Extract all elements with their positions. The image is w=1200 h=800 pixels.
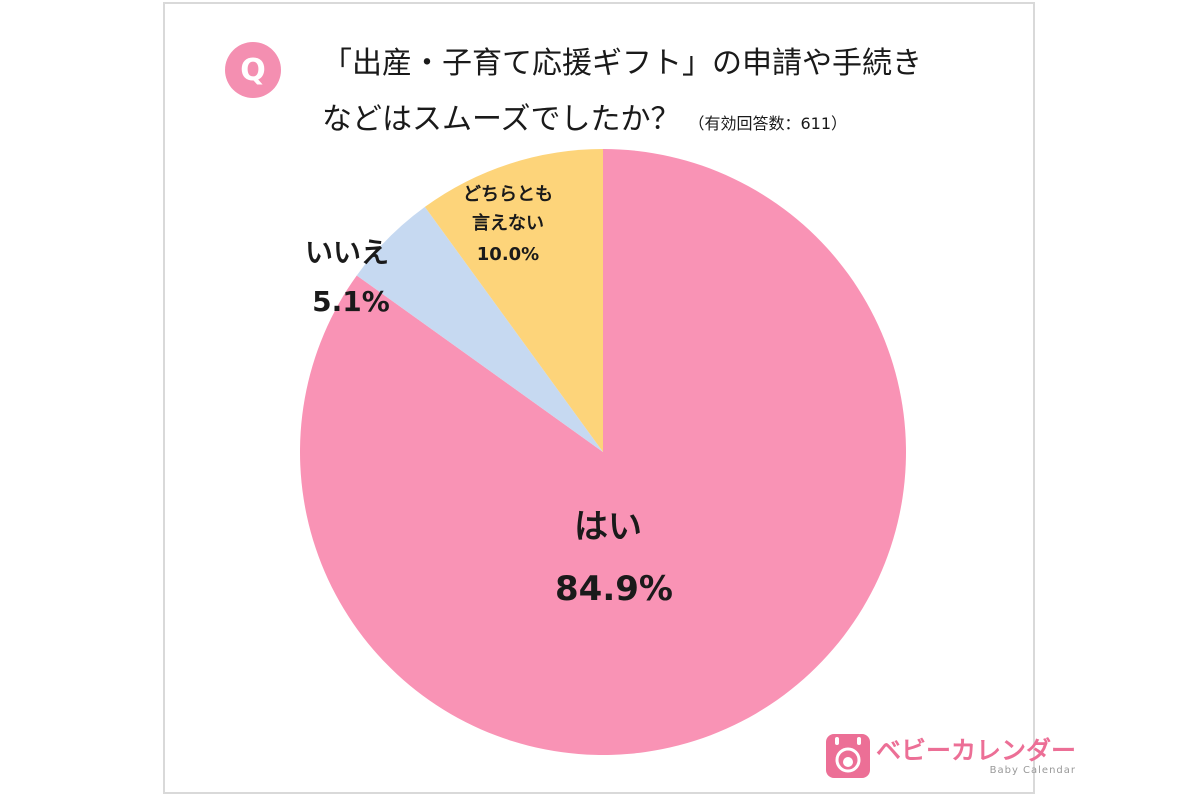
value-label-yes: 84.9% <box>555 569 673 609</box>
pie-slice-no <box>356 206 603 452</box>
baby-calendar-logo: ベビーカレンダー Baby Calendar <box>826 734 1076 778</box>
logo-subtitle: Baby Calendar <box>989 764 1077 776</box>
question-badge: Q <box>225 42 281 98</box>
question-title-line-2: などはスムーズでしたか？ （有効回答数：611） <box>322 94 847 138</box>
pie-slice-yes <box>299 149 906 756</box>
question-title-line-2-text: などはスムーズでしたか？ <box>322 102 681 137</box>
value-label-neither: 10.0% <box>477 244 539 265</box>
question-title-line-1: 「出産・子育て応援ギフト」の申請や手続き <box>322 46 922 81</box>
label-neither-line-2: 言えない <box>472 212 544 234</box>
label-yes: はい <box>574 507 642 547</box>
label-neither-line-1: どちらとも <box>463 184 553 205</box>
label-no: いいえ <box>305 236 389 269</box>
baby-calendar-icon <box>826 734 870 778</box>
response-count-note: （有効回答数：611） <box>688 114 848 133</box>
pie-slice-neither <box>424 149 603 452</box>
value-label-no: 5.1% <box>312 285 390 318</box>
logo-name: ベビーカレンダー <box>876 735 1077 765</box>
